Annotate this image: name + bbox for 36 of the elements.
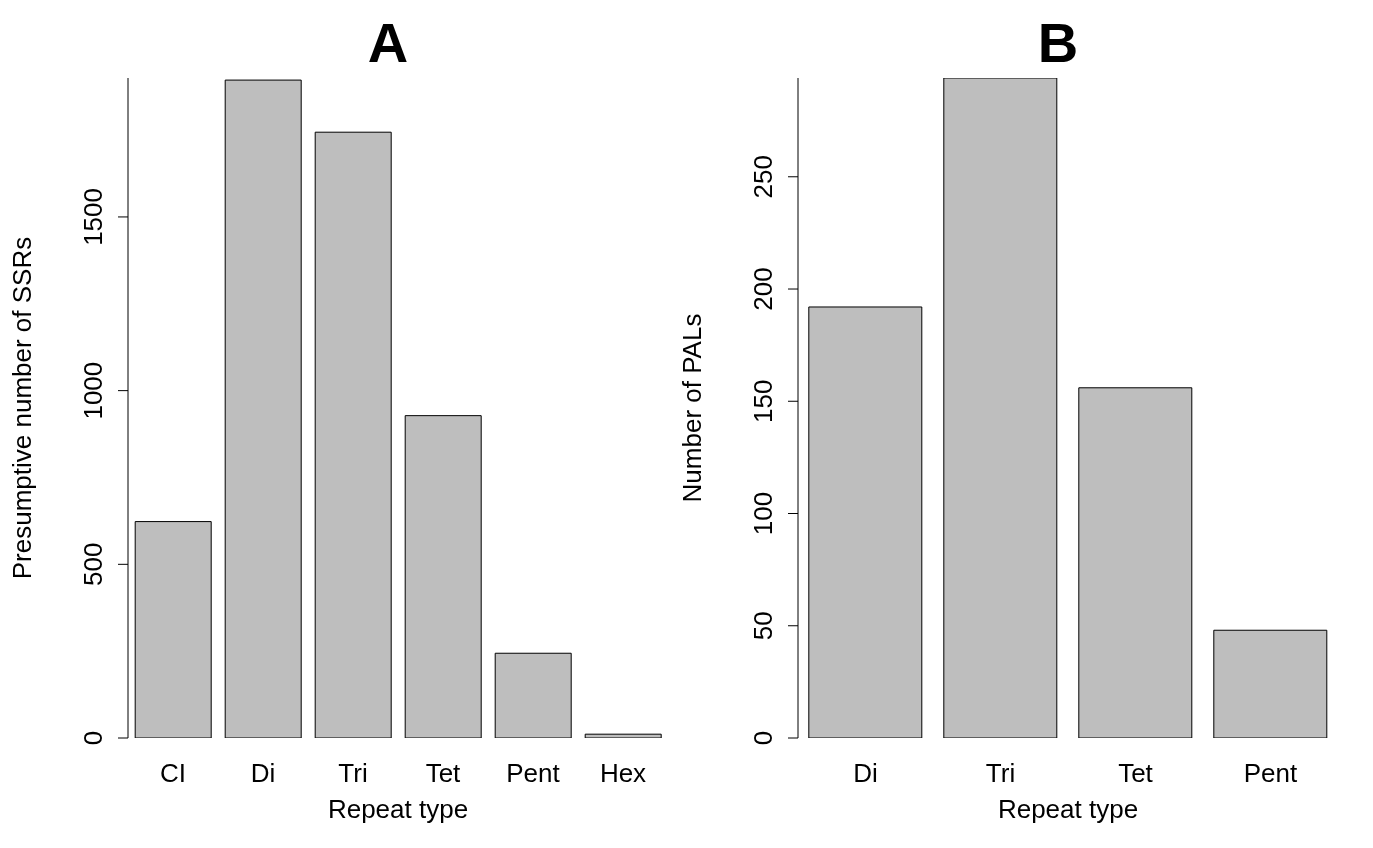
x-tick-label: Pent <box>506 758 561 789</box>
bar <box>134 521 212 738</box>
y-axis-title: Number of PALs <box>677 313 708 503</box>
x-tick-label: Hex <box>599 758 647 789</box>
bar <box>494 652 572 738</box>
bar <box>943 78 1058 738</box>
bar <box>584 733 662 738</box>
x-tick-label: Tet <box>1118 758 1154 789</box>
chart-title: B <box>1036 10 1080 76</box>
bar <box>314 131 392 738</box>
x-tick-label: Di <box>853 758 878 789</box>
bar <box>1078 387 1193 738</box>
y-tick-label: 1500 <box>78 188 108 246</box>
x-axis-title: Repeat type <box>997 794 1139 824</box>
x-tick-label: Di <box>250 758 276 789</box>
bar <box>1213 629 1328 738</box>
y-tick-label: 0 <box>748 730 778 746</box>
bar <box>404 415 482 738</box>
y-tick-label: 0 <box>78 730 108 746</box>
y-tick-label: 200 <box>748 267 778 311</box>
x-tick-label: Pent <box>1243 758 1299 789</box>
y-tick-label: 50 <box>748 611 778 641</box>
x-axis-title: Repeat type <box>327 794 469 824</box>
chart-title: A <box>366 10 410 76</box>
y-tick-label: 150 <box>748 379 778 423</box>
y-tick-label: 100 <box>748 491 778 536</box>
x-tick-label: Tri <box>985 758 1016 789</box>
x-tick-label: CI <box>160 758 186 789</box>
y-tick-label: 250 <box>748 155 778 199</box>
y-axis-title: Presumptive number of SSRs <box>7 236 38 580</box>
bar <box>808 306 923 738</box>
x-tick-label: Tri <box>338 758 368 789</box>
y-tick-label: 500 <box>78 542 108 587</box>
bar <box>224 79 302 738</box>
y-tick-label: 1000 <box>78 361 108 420</box>
x-tick-label: Tet <box>425 758 462 789</box>
